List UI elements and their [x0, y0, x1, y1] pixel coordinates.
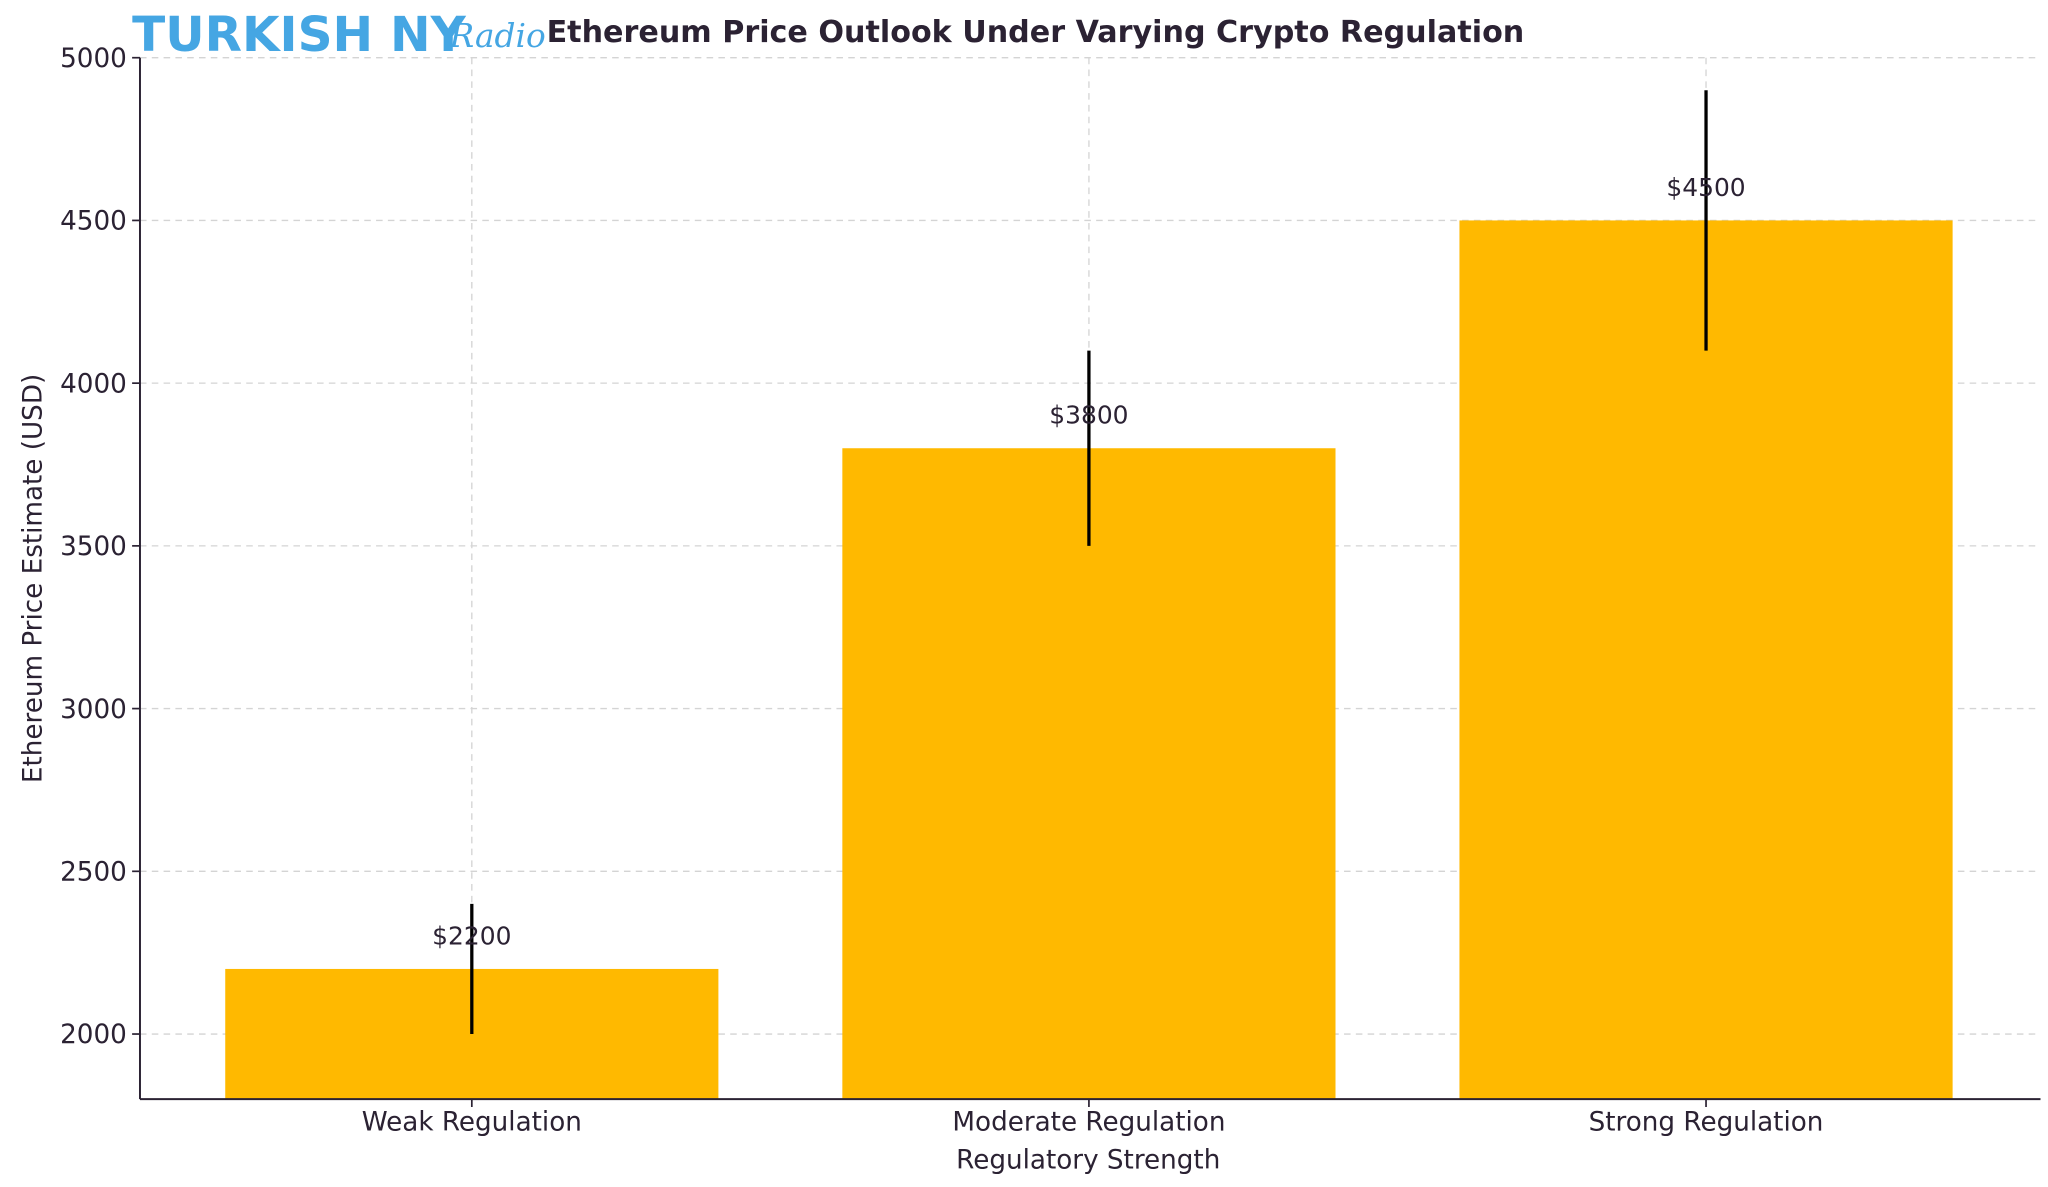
- data-label-1: $3800: [1049, 401, 1128, 430]
- y-tick-label: 3000: [60, 695, 127, 725]
- data-label-2: $4500: [1666, 173, 1745, 202]
- chart-title: Ethereum Price Outlook Under Varying Cry…: [547, 15, 1525, 50]
- y-tick-label: 2000: [60, 1020, 127, 1050]
- y-tick-label: 3500: [60, 532, 127, 562]
- bars: [225, 220, 1953, 1100]
- logo-main: TURKISH NY: [132, 7, 467, 63]
- data-labels: $2200 $3800 $4500: [432, 173, 1745, 951]
- y-axis-label: Ethereum Price Estimate (USD): [19, 374, 49, 783]
- x-tick-label: Strong Regulation: [1589, 1108, 1824, 1138]
- y-tick-label: 4000: [60, 369, 127, 399]
- x-axis-label: Regulatory Strength: [956, 1146, 1220, 1176]
- y-tick-label: 2500: [60, 857, 127, 887]
- logo-script: Radio: [449, 17, 546, 55]
- data-label-0: $2200: [432, 921, 511, 950]
- axes: 2000 2500 3000 3500 4000 4500 5000 Weak Regulat…: [60, 44, 2041, 1138]
- error-bars: [470, 90, 1708, 1035]
- y-tick-label: 5000: [60, 44, 127, 74]
- logo: TURKISH NY Radio: [132, 7, 546, 63]
- x-tick-label: Weak Regulation: [362, 1108, 582, 1138]
- bar-2: [1459, 220, 1953, 1100]
- y-tick-label: 4500: [60, 207, 127, 237]
- bar-1: [842, 448, 1336, 1100]
- x-tick-label: Moderate Regulation: [952, 1108, 1225, 1138]
